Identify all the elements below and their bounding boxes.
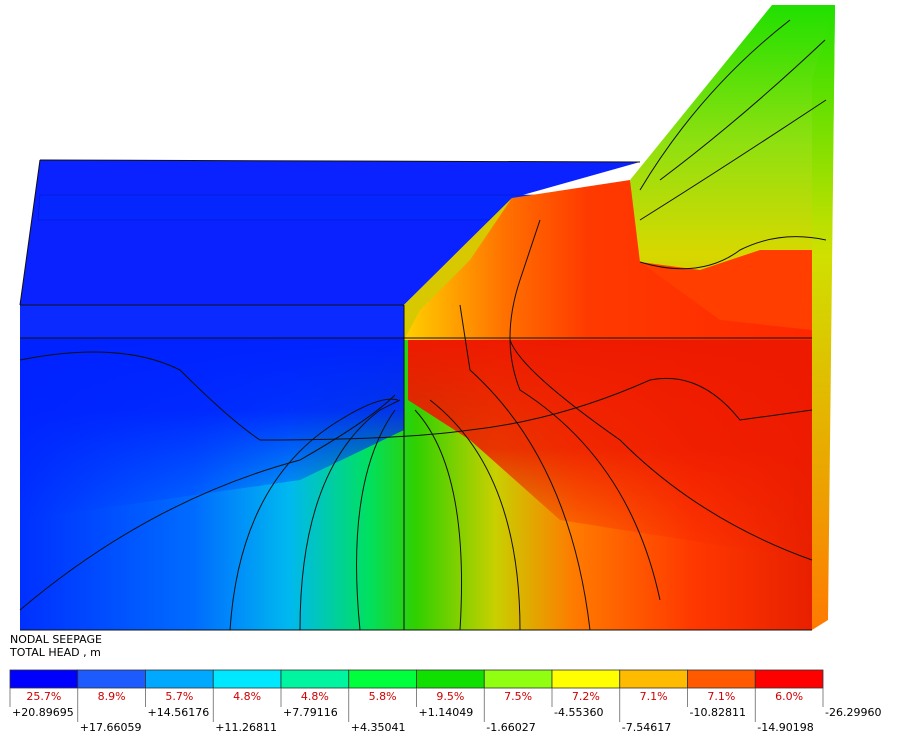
legend-swatch [551, 669, 621, 689]
legend-boundary: +11.26811 [215, 721, 277, 734]
legend-percent: 7.1% [640, 690, 668, 703]
legend-swatch [212, 669, 282, 689]
legend-boundary: -7.54617 [622, 721, 671, 734]
legend-swatch [416, 669, 485, 689]
legend-swatch [9, 669, 79, 689]
legend-percent: 7.5% [504, 690, 532, 703]
legend-boundary: +14.56176 [148, 706, 210, 719]
legend-boundary: +1.14049 [419, 706, 474, 719]
legend-percent: 4.8% [301, 690, 329, 703]
legend-percent: 9.5% [436, 690, 464, 703]
legend-swatch [280, 669, 350, 689]
legend: NODAL SEEPAGE TOTAL HEAD , m 25.7% 8.9% 5.… [9, 633, 881, 734]
legend-swatch [619, 669, 688, 689]
legend-percent: 4.8% [233, 690, 261, 703]
legend-swatch [145, 669, 214, 689]
legend-boundary: -1.66027 [486, 721, 535, 734]
legend-boundary: -14.90198 [757, 721, 813, 734]
legend-swatch [483, 669, 553, 689]
legend-boundary: -4.55360 [554, 706, 603, 719]
legend-boundary: +20.89695 [12, 706, 74, 719]
legend-percent: 7.1% [707, 690, 735, 703]
legend-swatch [687, 669, 756, 689]
model [19, 5, 835, 631]
legend-percent: 25.7% [26, 690, 61, 703]
legend-boundary: +7.79116 [283, 706, 338, 719]
legend-swatch [754, 669, 824, 689]
legend-boundary: +17.66059 [80, 721, 142, 734]
legend-boundary: +4.35041 [351, 721, 406, 734]
legend-items: 25.7% 8.9% 5.7% 4.8% 4.8% 5.8% 9.5% 7.5% 7.2% 7.1… [9, 669, 881, 734]
legend-percent: 6.0% [775, 690, 803, 703]
legend-percent: 7.2% [572, 690, 600, 703]
legend-swatch [348, 669, 417, 689]
legend-subtitle: TOTAL HEAD , m [9, 646, 101, 659]
legend-percent: 5.7% [165, 690, 193, 703]
legend-percent: 8.9% [98, 690, 126, 703]
legend-percent: 5.8% [369, 690, 397, 703]
legend-title: NODAL SEEPAGE [10, 633, 102, 646]
legend-boundary: -10.82811 [690, 706, 746, 719]
legend-swatch [77, 669, 146, 689]
legend-boundary: -26.29960 [825, 706, 881, 719]
